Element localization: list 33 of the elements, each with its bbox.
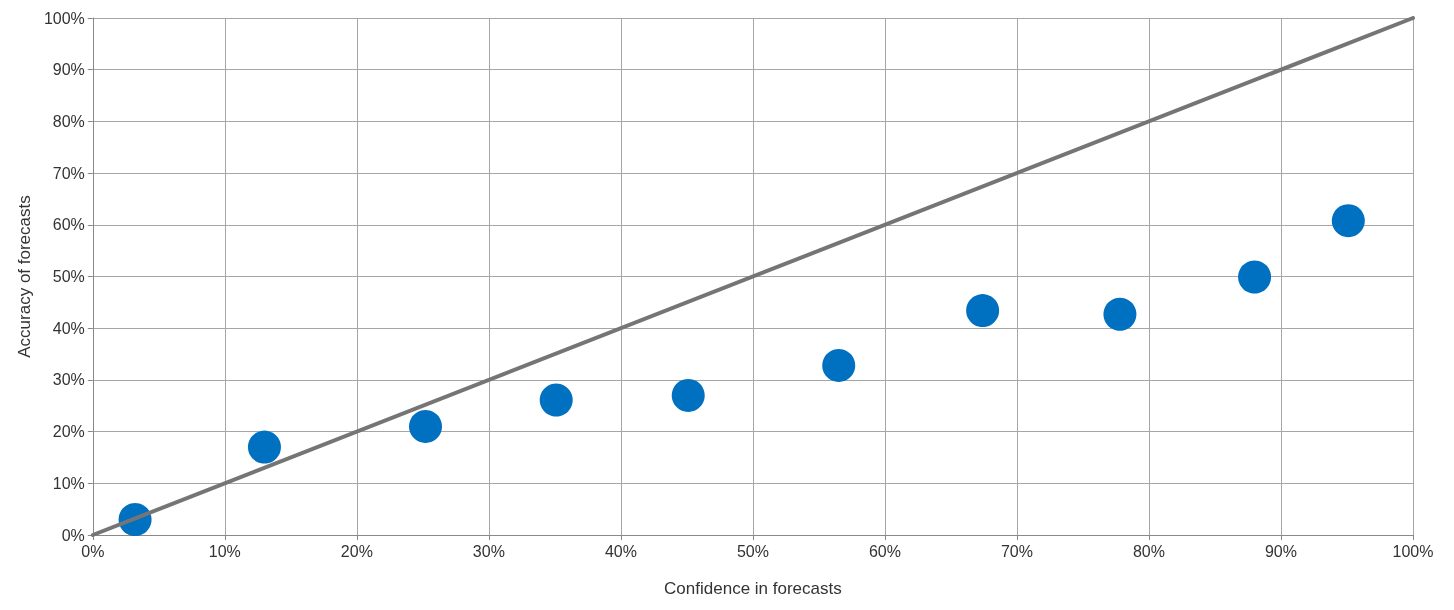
x-tick-label: 0%: [81, 542, 105, 560]
y-tick-label: 90%: [52, 61, 85, 79]
point: [671, 378, 705, 412]
x-tick-label: 100%: [1392, 542, 1434, 560]
y-tick-label: 30%: [52, 371, 85, 389]
point: [409, 409, 443, 443]
x-tick-label: 40%: [604, 542, 637, 560]
y-tick-label: 10%: [52, 474, 85, 492]
y-tick-label: 40%: [52, 319, 85, 337]
point: [966, 294, 1000, 328]
x-tick-label: 80%: [1132, 542, 1165, 560]
y-axis-title: Accuracy of forecasts: [15, 195, 34, 358]
x-tick-label: 30%: [472, 542, 505, 560]
point: [1103, 297, 1137, 331]
y-tick-label: 20%: [52, 423, 85, 441]
x-tick-label: 20%: [340, 542, 373, 560]
x-tick-label: 90%: [1264, 542, 1297, 560]
y-tick-label: 80%: [52, 112, 85, 130]
y-tick-label: 0%: [61, 526, 85, 544]
x-tick-label: 10%: [208, 542, 241, 560]
point: [1331, 204, 1365, 238]
point: [247, 430, 281, 464]
y-tick-label: 70%: [52, 164, 85, 182]
point: [539, 383, 573, 417]
x-axis-title: Confidence in forecasts: [664, 579, 842, 598]
y-tick-label: 60%: [52, 216, 85, 234]
x-tick-label: 60%: [868, 542, 901, 560]
point: [822, 348, 856, 382]
point: [1238, 260, 1272, 294]
x-tick-label: 70%: [1000, 542, 1033, 560]
y-tick-label: 50%: [52, 268, 85, 285]
x-tick-label: 50%: [736, 542, 769, 560]
y-tick-label: 100%: [43, 9, 85, 27]
